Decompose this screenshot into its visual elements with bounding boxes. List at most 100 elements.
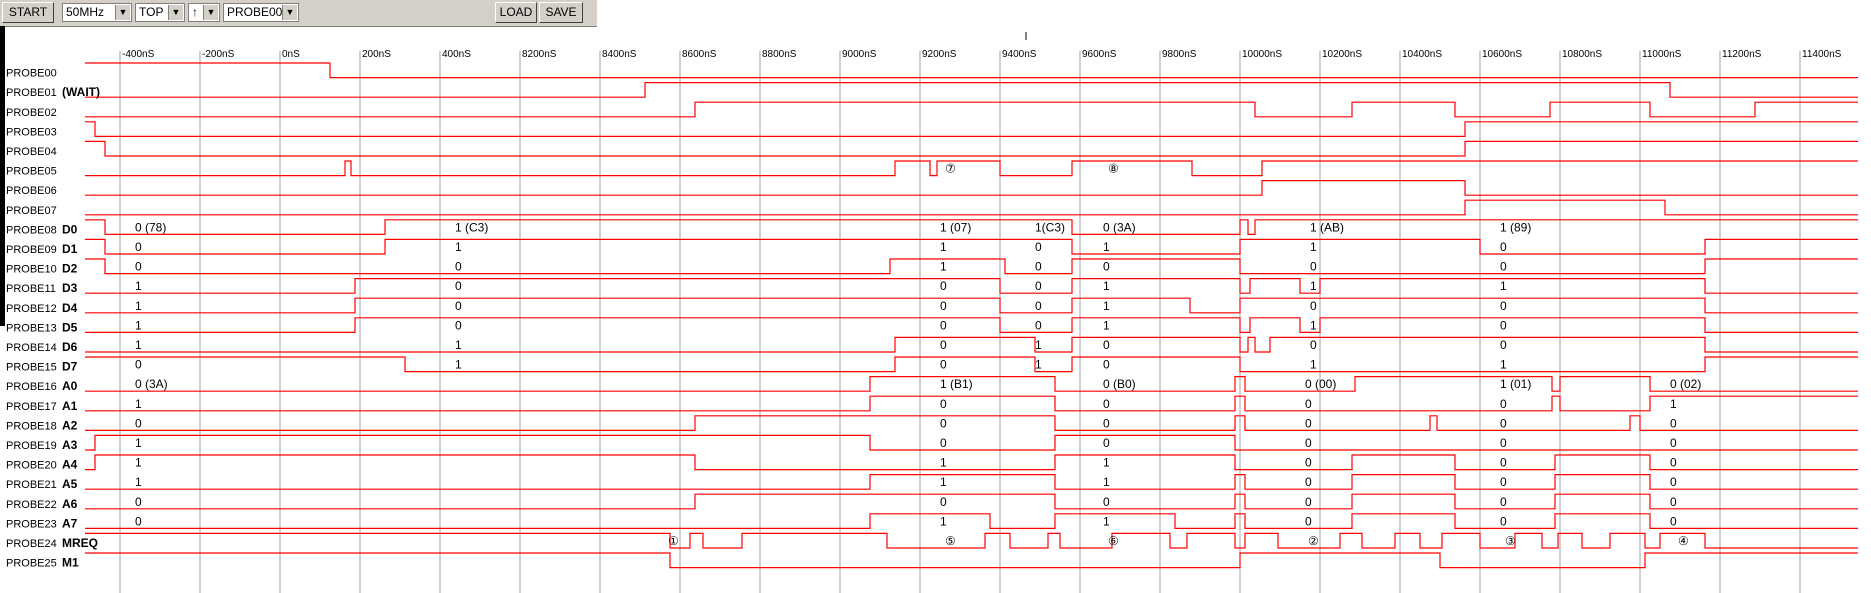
probe-label[interactable]: PROBE08 xyxy=(6,224,57,236)
time-tick-label: 8800nS xyxy=(762,49,797,60)
bus-value-label: 1 xyxy=(455,338,462,352)
bus-value-label: 1 xyxy=(1103,318,1110,332)
bus-value-label: 0 xyxy=(1305,397,1312,411)
bus-value-label: 0 xyxy=(1500,299,1507,313)
bus-value-label: 0 xyxy=(135,416,142,430)
probe-label[interactable]: PROBE11 xyxy=(6,283,56,295)
probe-label[interactable]: PROBE20 xyxy=(6,460,57,472)
bus-value-label: 0 xyxy=(1035,240,1042,254)
dropdown-arrow-icon[interactable]: ▼ xyxy=(203,5,218,20)
time-tick-label: 11400nS xyxy=(1802,49,1842,60)
time-tick-label: -200nS xyxy=(202,49,235,60)
save-button[interactable]: SAVE xyxy=(539,2,583,23)
probe-label[interactable]: PROBE14 xyxy=(6,342,57,354)
waveform-trace xyxy=(85,552,1858,569)
edge-select[interactable]: ↑ ▼ xyxy=(188,3,220,22)
waveform-trace xyxy=(85,532,1858,549)
bus-value-label: 1 xyxy=(135,397,142,411)
bus-value-label: 0 xyxy=(135,260,142,274)
probe-label[interactable]: PROBE06 xyxy=(6,185,57,197)
bus-value-label: 0 xyxy=(1103,397,1110,411)
probe-label[interactable]: PROBE03 xyxy=(6,126,57,138)
waveform-trace xyxy=(85,376,1858,392)
start-button[interactable]: START xyxy=(2,2,54,23)
probe-label[interactable]: PROBE04 xyxy=(6,146,57,158)
waveform-view[interactable]: -400nS -200nS 0nS 200nS 400nS 8200nS 8400nS 860… xyxy=(0,26,1871,593)
bus-value-label: 0 (00) xyxy=(1305,377,1336,391)
probe-label[interactable]: PROBE17 xyxy=(6,401,57,413)
bus-value-label: 1 xyxy=(1103,299,1110,313)
dropdown-arrow-icon[interactable]: ▼ xyxy=(282,5,297,20)
probe-label[interactable]: PROBE09 xyxy=(6,244,57,256)
time-tick-label: 10600nS xyxy=(1482,49,1522,60)
probe-label[interactable]: PROBE01 xyxy=(6,87,57,99)
bus-value-label: 1 xyxy=(1035,358,1042,372)
bus-value-label: 0 xyxy=(1500,318,1507,332)
bus-value-label: ② xyxy=(1308,534,1319,548)
bus-value-label: ④ xyxy=(1678,534,1689,548)
probe-alias: D6 xyxy=(62,340,78,354)
probe-label[interactable]: PROBE23 xyxy=(6,518,57,530)
time-tick-label: 10800nS xyxy=(1562,49,1602,60)
probe-alias: D3 xyxy=(62,281,78,295)
probe-label[interactable]: PROBE16 xyxy=(6,381,57,393)
dropdown-arrow-icon[interactable]: ▼ xyxy=(115,5,130,20)
bus-value-label: 1 xyxy=(1103,475,1110,489)
bus-value-label: 0 xyxy=(135,495,142,509)
time-tick-label: 8400nS xyxy=(602,49,637,60)
time-tick-label: 9800nS xyxy=(1162,49,1197,60)
probe-label[interactable]: PROBE12 xyxy=(6,303,57,315)
clock-select[interactable]: 50MHz ▼ xyxy=(62,3,132,22)
trigger-probe-value: PROBE00 xyxy=(227,5,283,19)
bus-value-label: 0 xyxy=(1103,495,1110,509)
probe-label[interactable]: PROBE00 xyxy=(6,68,57,80)
bus-value-label: 0 xyxy=(1310,338,1317,352)
bus-value-label: 0 xyxy=(940,279,947,293)
bus-value-label: 1 xyxy=(135,318,142,332)
bus-value-label: 0 xyxy=(455,260,462,274)
probe-label[interactable]: PROBE21 xyxy=(6,479,57,491)
bus-value-label: 1 xyxy=(1670,397,1677,411)
probe-label[interactable]: PROBE02 xyxy=(6,107,57,119)
bus-value-label: 0 xyxy=(940,318,947,332)
probe-label[interactable]: PROBE18 xyxy=(6,420,57,432)
bus-value-label: 1 (AB) xyxy=(1310,220,1344,234)
waveform-canvas[interactable]: -400nS -200nS 0nS 200nS 400nS 8200nS 8400nS 860… xyxy=(0,26,1871,593)
probe-label[interactable]: PROBE13 xyxy=(6,322,57,334)
probe-label[interactable]: PROBE07 xyxy=(6,205,57,217)
probe-label[interactable]: PROBE24 xyxy=(6,538,57,550)
bus-value-label: 0 xyxy=(1670,436,1677,450)
probe-label[interactable]: PROBE25 xyxy=(6,558,57,570)
bus-value-label: 1 xyxy=(455,358,462,372)
trigger-probe-select[interactable]: PROBE00 ▼ xyxy=(223,3,299,22)
waveform-trace xyxy=(85,62,1858,79)
bus-value-label: 1 xyxy=(1310,279,1317,293)
bus-value-label: 1 xyxy=(940,240,947,254)
bus-value-label: 0 (02) xyxy=(1670,377,1701,391)
waveform-trace xyxy=(85,160,1858,177)
probe-label[interactable]: PROBE15 xyxy=(6,362,57,374)
time-tick-label: 10200nS xyxy=(1322,49,1362,60)
waveform-trace xyxy=(85,356,1858,373)
bus-value-label: 0 xyxy=(1305,456,1312,470)
time-tick-label: 200nS xyxy=(362,49,391,60)
bus-value-label: 0 (78) xyxy=(135,220,166,234)
load-button[interactable]: LOAD xyxy=(495,2,537,23)
probe-label[interactable]: PROBE22 xyxy=(6,499,57,511)
waveform-trace xyxy=(85,297,1858,314)
waveform-trace xyxy=(85,180,1858,196)
probe-label[interactable]: PROBE05 xyxy=(6,166,57,178)
bus-value-label: ③ xyxy=(1505,534,1516,548)
bus-value-label: 0 xyxy=(1103,338,1110,352)
dropdown-arrow-icon[interactable]: ▼ xyxy=(168,5,183,20)
trigger-position-select[interactable]: TOP ▼ xyxy=(135,3,185,22)
bus-value-label: 0 xyxy=(1670,514,1677,528)
toolbar: START 50MHz ▼ TOP ▼ ↑ ▼ PROBE00 ▼ LOAD S… xyxy=(0,0,597,27)
bus-value-label: 0 xyxy=(1305,514,1312,528)
bus-value-label: 0 xyxy=(455,279,462,293)
bus-value-label: 0 xyxy=(1305,436,1312,450)
probe-label[interactable]: PROBE19 xyxy=(6,440,57,452)
bus-value-label: 0 xyxy=(1035,299,1042,313)
bus-value-label: 1 xyxy=(940,456,947,470)
probe-label[interactable]: PROBE10 xyxy=(6,264,57,276)
